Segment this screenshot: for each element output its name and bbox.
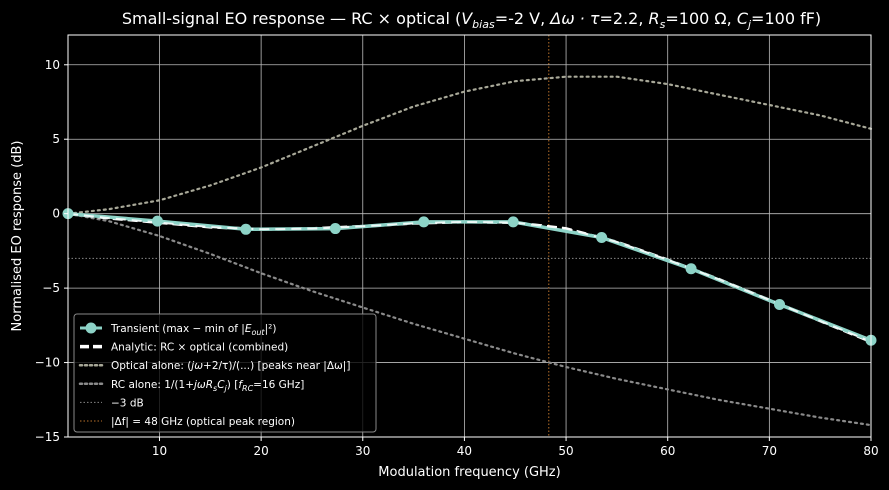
legend-label-optical: Optical alone: (jω+2/τ)/(...) [peaks nea… <box>111 360 350 372</box>
chart-title: Small-signal EO response — RC × optical … <box>122 9 821 31</box>
legend-label-rc: RC alone: 1/(1+jωRs​Cj​) [fRC​=16 GHz] <box>111 379 304 393</box>
transient-point <box>685 263 697 275</box>
legend-label-transient: Transient (max − min of |Eout​|²) <box>110 323 276 337</box>
legend-marker-transient <box>85 322 97 334</box>
x-axis-label: Modulation frequency (GHz) <box>378 465 560 480</box>
legend-box <box>73 313 377 433</box>
y-axis-label: Normalised EO response (dB) <box>10 141 25 332</box>
legend-label-3db: −3 dB <box>111 397 144 409</box>
y-tick-label: 10 <box>45 58 60 72</box>
optical-alone-line <box>66 75 873 215</box>
legend-label-delta-f: |Δf| = 48 GHz (optical peak region) <box>111 416 295 428</box>
transient-point <box>774 298 786 310</box>
axes-frame <box>67 34 872 438</box>
transient-point <box>151 215 163 227</box>
transient-point <box>418 216 430 228</box>
y-tick-label: −10 <box>35 356 60 370</box>
y-tick-label: −15 <box>35 430 60 444</box>
transient-point <box>507 216 519 228</box>
legend: Transient (max − min of |Eout​|²) Analyti… <box>73 313 377 433</box>
y-tick-label: −5 <box>42 281 60 295</box>
y-tick-label: 0 <box>52 207 60 221</box>
transient-point <box>596 231 608 243</box>
rc-alone-line <box>66 212 873 427</box>
series-group <box>62 75 877 427</box>
transient-point <box>240 223 252 235</box>
x-tick-label: 60 <box>660 444 675 458</box>
x-tick-label: 40 <box>457 444 472 458</box>
ticks: 10 20 30 40 50 60 70 80 −15 −10 −5 0 5 10 <box>35 58 879 458</box>
x-tick-label: 20 <box>253 444 268 458</box>
x-tick-label: 70 <box>762 444 777 458</box>
x-tick-label: 10 <box>152 444 167 458</box>
x-tick-label: 30 <box>355 444 370 458</box>
reference-lines <box>68 35 871 437</box>
transient-point <box>329 223 341 235</box>
legend-label-analytic: Analytic: RC × optical (combined) <box>111 342 288 354</box>
x-tick-label: 50 <box>558 444 573 458</box>
y-tick-label: 5 <box>52 132 60 146</box>
x-tick-label: 80 <box>863 444 878 458</box>
analytic-combined-line-overlay <box>67 212 872 343</box>
